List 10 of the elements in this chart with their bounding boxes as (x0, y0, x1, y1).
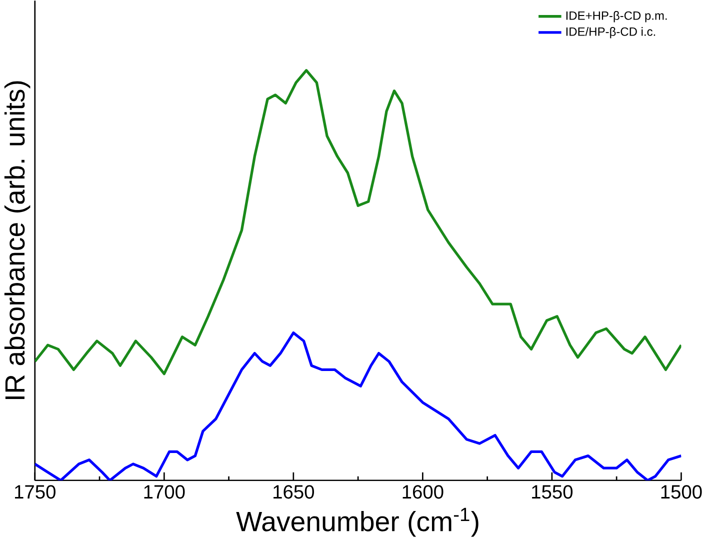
x-tick-label: 1550 (532, 484, 573, 499)
legend-label: IDE+HP-β-CD p.m. (566, 10, 667, 22)
x-tick-label: 1600 (402, 484, 444, 499)
x-tick-label: 1500 (661, 484, 702, 499)
x-tick-label: 1700 (144, 484, 185, 499)
x-tick-label: 1650 (274, 484, 314, 499)
x-tick-label: 1750 (15, 484, 56, 499)
legend-label: IDE/HP-β-CD i.c. (566, 26, 656, 38)
x-axis-title: Wavenumber (cm$^{-1}$) (236, 508, 478, 537)
y-axis-title: IR absorbance (arb. units) (4, 81, 30, 399)
